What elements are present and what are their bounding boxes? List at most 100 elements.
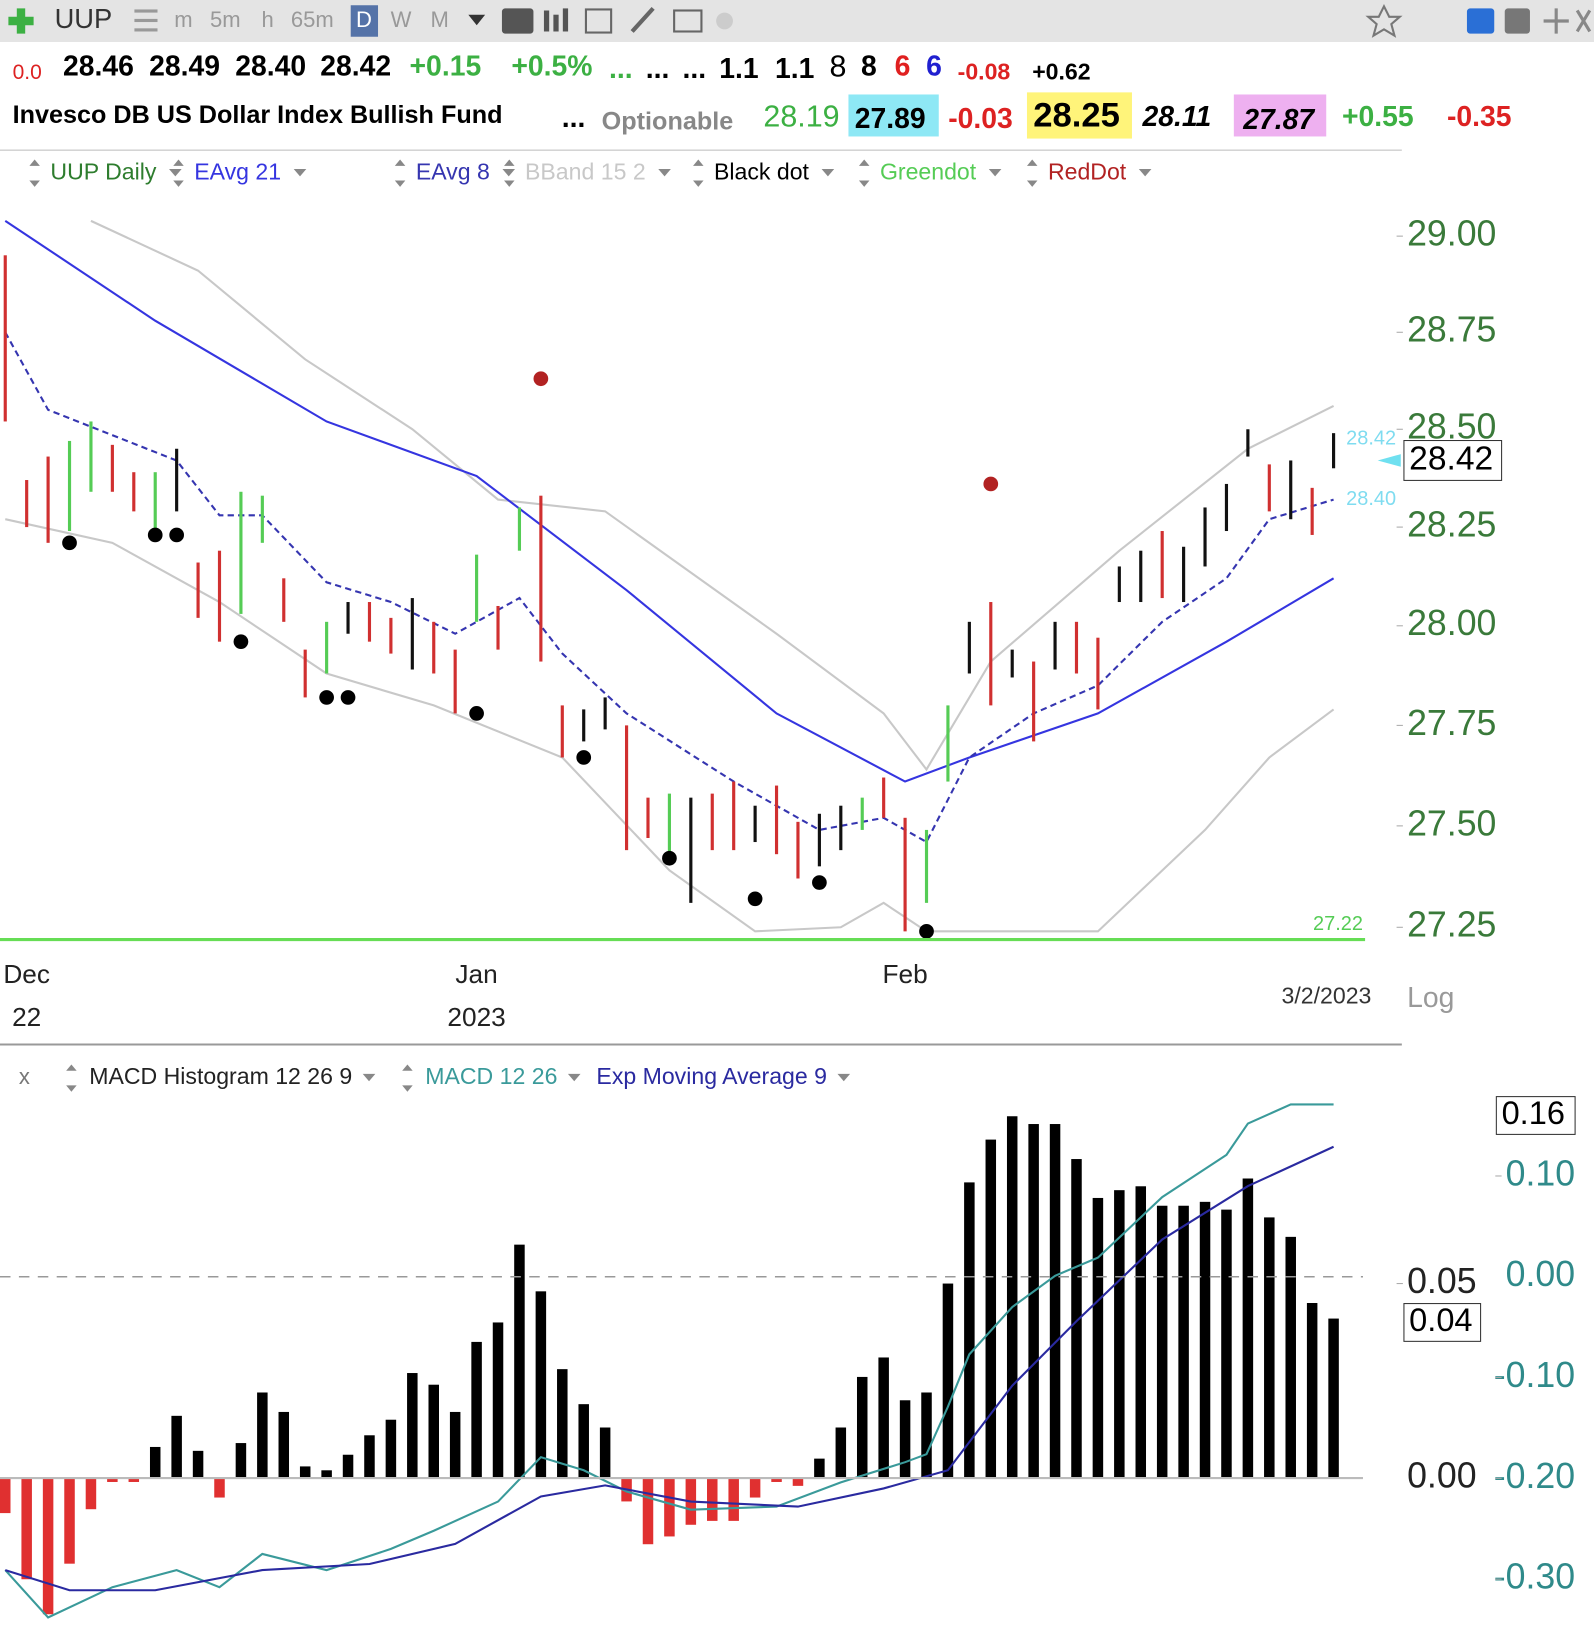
quote-ellipsis: ... bbox=[562, 102, 586, 134]
legend-entry[interactable]: MACD Histogram 12 26 9 bbox=[89, 1063, 352, 1089]
legend-arrow bbox=[29, 159, 40, 187]
interval[interactable]: M bbox=[431, 7, 449, 32]
tool-icon[interactable] bbox=[501, 8, 534, 34]
optionable: Optionable bbox=[602, 107, 734, 135]
histogram-bar bbox=[171, 1415, 182, 1479]
legend-dropdown bbox=[837, 1073, 851, 1082]
menu-icon[interactable] bbox=[134, 9, 158, 13]
move-icon[interactable] bbox=[1543, 8, 1569, 34]
histogram-bar bbox=[728, 1478, 739, 1521]
highlight bbox=[1026, 92, 1132, 139]
interval[interactable]: D bbox=[356, 7, 372, 32]
y-tick-label: 28.00 bbox=[1407, 603, 1496, 643]
dropdown[interactable] bbox=[468, 14, 486, 26]
s-icon[interactable] bbox=[1466, 8, 1495, 34]
close-button[interactable]: x bbox=[19, 1064, 30, 1089]
signal-dot bbox=[576, 750, 592, 765]
signal-dot bbox=[62, 535, 77, 551]
histogram-bar bbox=[257, 1392, 268, 1479]
legend-arrow bbox=[394, 159, 406, 187]
legend-entry[interactable]: EAvg 8 bbox=[416, 158, 490, 184]
interval[interactable]: 65m bbox=[291, 7, 334, 32]
histogram-bar bbox=[535, 1291, 547, 1479]
histogram-bar bbox=[149, 1446, 161, 1479]
interval[interactable]: 5m bbox=[210, 7, 241, 32]
histogram-bar bbox=[1049, 1124, 1061, 1479]
price-bar bbox=[1032, 661, 1036, 742]
quote-change-pct: +0.5% bbox=[511, 51, 592, 83]
histogram-bar bbox=[942, 1283, 954, 1479]
histogram-bar bbox=[899, 1400, 911, 1479]
symbol[interactable]: UUP bbox=[55, 3, 113, 34]
price-bar bbox=[882, 777, 886, 818]
price-bar bbox=[774, 785, 779, 855]
tool-icon[interactable] bbox=[543, 10, 550, 32]
x-tick-label: Feb bbox=[882, 959, 927, 989]
price-bar bbox=[46, 456, 50, 543]
quote-last: 28.42 bbox=[320, 51, 391, 83]
price-bar bbox=[1010, 649, 1014, 678]
histogram-bar bbox=[1135, 1186, 1147, 1479]
y-tick-label: 0.05 bbox=[1407, 1261, 1476, 1301]
price-bar bbox=[946, 705, 950, 782]
price-bar bbox=[196, 562, 200, 618]
histogram-bar bbox=[664, 1478, 675, 1537]
cyan-tag: 28.42 bbox=[1346, 428, 1396, 450]
histogram-bar bbox=[342, 1454, 354, 1479]
histogram-bar bbox=[578, 1404, 589, 1479]
interval[interactable]: m bbox=[174, 7, 192, 32]
price-bar bbox=[346, 602, 350, 634]
histogram-bar bbox=[792, 1478, 804, 1486]
price-bar bbox=[132, 472, 136, 512]
quote-field: -0.03 bbox=[948, 103, 1013, 135]
add-icon[interactable] bbox=[8, 8, 34, 34]
quote-field: 8 bbox=[861, 51, 877, 83]
histogram-bar bbox=[214, 1478, 225, 1498]
cyan-tag: 28.40 bbox=[1346, 488, 1396, 510]
tool-icon[interactable] bbox=[716, 12, 733, 30]
histogram-bar bbox=[1006, 1116, 1018, 1479]
quote-low: 28.40 bbox=[235, 51, 306, 83]
histogram-bar bbox=[814, 1458, 825, 1479]
legend-entry[interactable]: MACD 12 26 bbox=[425, 1063, 557, 1089]
legend-entry[interactable]: Greendot bbox=[880, 158, 977, 184]
price-bar bbox=[817, 813, 821, 867]
fund-name: Invesco DB US Dollar Index Bullish Fund bbox=[13, 101, 503, 129]
price-bar bbox=[582, 709, 586, 742]
legend-entry[interactable]: BBand 15 2 bbox=[525, 158, 646, 184]
quote-field: 27.87 bbox=[1242, 104, 1315, 136]
histogram-bar bbox=[1242, 1178, 1254, 1479]
histogram-bar bbox=[0, 1478, 11, 1514]
price-bar bbox=[1310, 487, 1314, 535]
y-tick-label: 28.25 bbox=[1407, 505, 1496, 545]
signal-dot bbox=[747, 891, 763, 907]
legend-entry[interactable]: Black dot bbox=[714, 158, 810, 184]
histogram-bar bbox=[642, 1478, 654, 1545]
star-icon[interactable] bbox=[1365, 3, 1403, 38]
interval[interactable]: h bbox=[261, 7, 273, 32]
legend-entry[interactable]: EAvg 21 bbox=[194, 158, 281, 184]
legend-entry[interactable]: UUP Daily bbox=[50, 158, 156, 184]
legend-dropdown bbox=[567, 1073, 581, 1082]
price-bar bbox=[646, 797, 650, 839]
tool-icon[interactable] bbox=[630, 6, 655, 33]
price-bar bbox=[1203, 507, 1207, 567]
tool-icon[interactable] bbox=[584, 8, 613, 34]
moving-average bbox=[4, 219, 1335, 783]
signal-dot bbox=[662, 850, 677, 866]
value-box bbox=[1403, 1303, 1482, 1342]
save-icon[interactable] bbox=[1504, 8, 1530, 34]
price-bar bbox=[1182, 546, 1186, 603]
price-bar bbox=[303, 649, 307, 698]
price-bar bbox=[1246, 429, 1250, 457]
price-bar bbox=[517, 507, 522, 551]
toolbar bbox=[0, 0, 1594, 42]
legend-dropdown bbox=[658, 169, 671, 177]
tool-icon[interactable] bbox=[673, 9, 703, 33]
histogram-bar bbox=[64, 1478, 75, 1564]
highlight bbox=[1233, 94, 1327, 137]
close-icon[interactable] bbox=[1575, 9, 1592, 33]
interval[interactable]: W bbox=[391, 7, 412, 32]
legend-entry[interactable]: Exp Moving Average 9 bbox=[596, 1063, 827, 1089]
legend-entry[interactable]: RedDot bbox=[1048, 158, 1127, 184]
